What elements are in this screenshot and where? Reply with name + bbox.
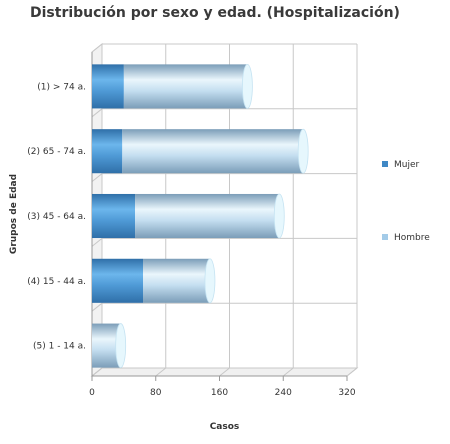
x-axis-title: Casos (210, 422, 240, 432)
gridline-wall (91, 302, 103, 312)
bar-layer (92, 63, 309, 369)
label-layer: 0 80 160 240 320 (1) > 74 a. (2) 65 - 74 a. (3)… (9, 82, 356, 432)
bar-mujer (92, 129, 123, 174)
chart-title: Distribución por sexo y edad. (Hospitali… (30, 5, 400, 21)
bar-end-cap (273, 193, 285, 239)
bar-end-cap (115, 323, 127, 369)
x-tick-label: 320 (338, 388, 355, 398)
bar-hombre (122, 129, 304, 174)
legend-label-mujer: Mujer (394, 160, 420, 170)
gridline-wall (91, 108, 103, 118)
bar-hombre (143, 258, 210, 303)
category-label: (4) 15 - 44 a. (27, 277, 86, 287)
x-tick-label: 240 (275, 388, 292, 398)
gridline-floor (346, 367, 358, 377)
category-label: (2) 65 - 74 a. (27, 147, 86, 157)
gridline-wall (91, 43, 103, 53)
legend-swatch-hombre (382, 234, 388, 240)
x-tick-label: 0 (89, 388, 95, 398)
gridline-wall (91, 367, 103, 377)
gridline-floor (282, 367, 294, 377)
bar-end-cap (297, 128, 309, 174)
x-tick-label: 160 (211, 388, 228, 398)
x-tick-label: 80 (150, 388, 162, 398)
legend-swatch-mujer (382, 161, 388, 167)
legend: Mujer Hombre (382, 160, 430, 243)
gridline-wall (91, 238, 103, 247)
gridline-wall (91, 173, 103, 182)
legend-label-hombre: Hombre (394, 233, 430, 243)
y-axis-title: Grupos de Edad (9, 174, 19, 254)
bar-hombre (123, 64, 248, 109)
bar-mujer (92, 258, 143, 303)
category-label: (1) > 74 a. (37, 82, 86, 92)
bar-end-cap (241, 63, 253, 109)
bar-mujer (92, 64, 124, 109)
bar-end-cap (204, 258, 216, 304)
gridline-floor (219, 367, 230, 377)
category-label: (3) 45 - 64 a. (27, 212, 86, 222)
gridline-floor (155, 367, 167, 377)
bar-hombre (135, 193, 280, 239)
bar-mujer (92, 193, 136, 239)
category-label: (5) 1 - 14 a. (33, 342, 86, 352)
